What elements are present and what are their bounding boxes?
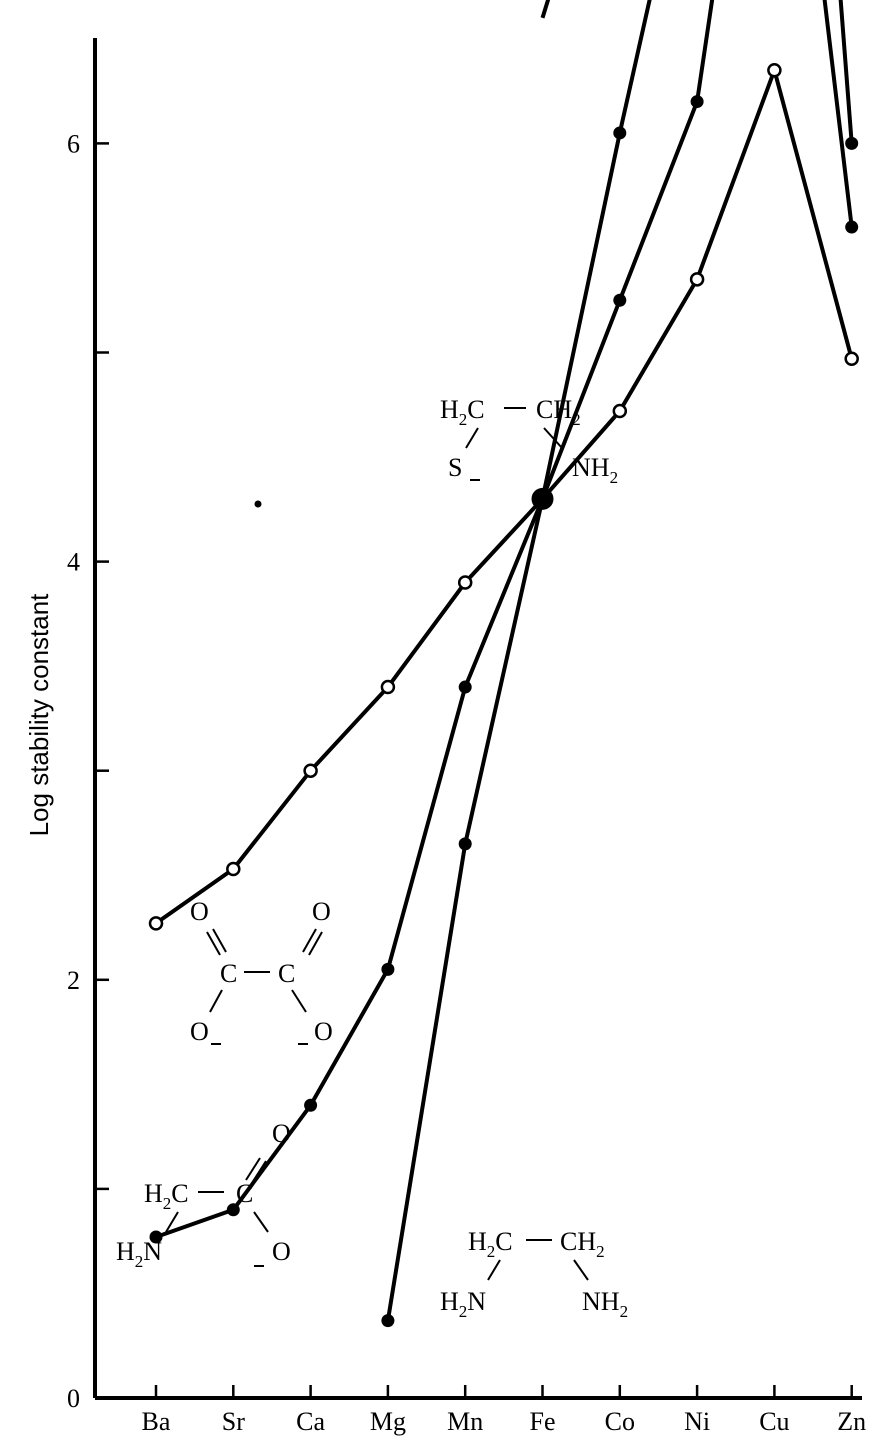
y-ticks: 024681011 [67,129,109,1413]
series-2-marker [458,680,472,694]
structure-oxalate-o-bottom-left: O [190,1017,209,1046]
series-3-marker [381,1314,395,1328]
stray-dot [254,500,262,508]
series-1-marker [380,679,396,695]
series-layer: ? [148,0,859,1328]
structure-glycinate-bond [251,1160,267,1184]
series-2-marker [845,220,859,234]
series-1-marker [689,272,705,287]
series-2-marker [149,1230,163,1244]
series-2-marker [613,293,627,307]
structure-oxalate-bond [209,989,223,1013]
y-tick-label: 0 [67,1384,80,1413]
structure-oxalate-bond [308,931,323,956]
series-3-marker [613,126,627,140]
series-1-marker [148,916,164,931]
structure-ethylenediamine-bond [573,1259,589,1281]
series-3-line [385,0,854,1321]
structure-glycinate-line1: H2C C [144,1179,253,1213]
structure-oxalate-c-right: C [278,959,295,988]
series-2-marker [226,1203,240,1217]
structure-glycinate: O H2C C H2N O [116,1119,291,1271]
y-axis-label: Log stability constant [24,593,54,837]
series-3-marker [845,136,859,150]
series-2-marker [690,95,704,109]
structure-ethylenediamine-bond [487,1259,501,1281]
structure-glycinate-bond [253,1211,269,1233]
structure-glycinate-o-top: O [272,1119,291,1148]
structure-ethylenediamine-line2: H2N NH2 [440,1287,628,1321]
structure-ethylenediamine-line1: H2C CH2 [468,1227,605,1261]
series-1-marker [767,62,782,78]
series-1-marker [844,351,859,367]
series-2-marker [304,1098,318,1112]
x-tick-label: Zn [837,1407,866,1436]
series-1-line [154,68,854,925]
structure-oxalate-c-left: C [220,959,237,988]
structure-oxalate: O O C C O O [190,897,333,1046]
series-2-marker [381,962,395,976]
x-tick-label: Ca [296,1407,325,1436]
structure-oxalate-o-top-left: O [190,897,209,926]
structure-glycinate-line2: H2N O [116,1237,291,1271]
axes [93,38,862,1400]
convergence-marker [531,487,554,510]
series-1-marker [457,575,473,590]
y-tick-label: 6 [67,129,80,158]
structure-thiol: H2C CH2 S NH2 [440,395,618,487]
x-tick-label: Ba [142,1407,171,1436]
structure-glycinate-bond [245,1157,261,1181]
x-tick-label: Ni [684,1407,710,1436]
structure-thiol-line2: S NH2 [448,453,618,487]
structure-thiol-bond [543,427,563,449]
x-tick-label: Mn [447,1407,483,1436]
structure-glycinate-bond [165,1211,179,1233]
series-2-line [155,0,854,1239]
x-tick-label: Fe [530,1407,556,1436]
x-tick-label: Mg [370,1407,406,1436]
y-tick-label: 4 [67,548,80,577]
series-3-marker [458,837,472,851]
x-ticks: Ba Sr Ca Mg Mn Fe Co Ni Cu Zn [142,1385,866,1436]
x-tick-label: Cu [759,1407,789,1436]
structure-oxalate-bond [206,931,221,956]
x-tick-label: Sr [222,1407,245,1436]
structure-thiol-line1: H2C CH2 [440,395,581,429]
structure-oxalate-bond [212,928,227,953]
series-1-marker [303,763,318,778]
y-tick-label: 2 [67,966,80,995]
structure-oxalate-o-bottom-right: O [314,1017,333,1046]
structure-ethylenediamine: H2C CH2 H2N NH2 [440,1227,628,1321]
series-4-line [540,0,551,19]
series-1-marker [226,861,241,877]
structure-thiol-bond [465,427,479,449]
structure-oxalate-bond [302,928,317,953]
structure-oxalate-o-top-right: O [312,897,331,926]
structure-oxalate-bond [291,989,307,1013]
series-1-marker [612,403,628,419]
x-tick-label: Co [605,1407,635,1436]
